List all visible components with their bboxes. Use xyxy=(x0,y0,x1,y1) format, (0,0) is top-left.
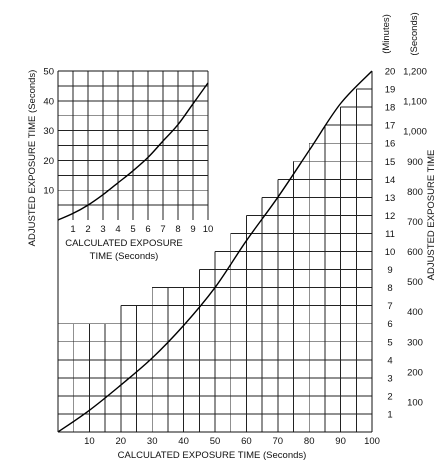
y-seconds-tick-label: 400 xyxy=(407,307,423,318)
tick-labels: 10 20 30 40 50 60 70 80 90 1001234567891011121314… xyxy=(43,67,426,448)
x-axis-label: CALCULATED EXPOSURE TIME (Seconds) xyxy=(118,450,307,461)
y-minutes-tick-label: 10 xyxy=(385,247,396,258)
y-minutes-tick-label: 5 xyxy=(387,337,392,348)
y-seconds-tick-label: 800 xyxy=(407,187,423,198)
y-seconds-tick-label: 1,000 xyxy=(403,127,427,138)
y-seconds-tick-label: 300 xyxy=(407,337,423,348)
inset-x-axis-label-line2: TIME (Seconds) xyxy=(90,251,159,262)
inset-x-tick-label: 9 xyxy=(190,224,195,235)
left-y-axis-label: ADJUSTED EXPOSURE TIME (Seconds) xyxy=(27,70,38,247)
y-minutes-tick-label: 7 xyxy=(387,301,392,312)
x-tick-label: 30 xyxy=(147,436,158,447)
x-tick-label: 50 xyxy=(210,436,221,447)
x-tick-label: 20 xyxy=(116,436,127,447)
inset-y-tick-label: 50 xyxy=(43,67,54,78)
inset-x-tick-label: 10 xyxy=(203,224,214,235)
y-seconds-tick-label: 100 xyxy=(407,397,423,408)
inset-x-tick-label: 8 xyxy=(175,224,180,235)
grid-layer xyxy=(58,71,372,432)
y-minutes-tick-label: 17 xyxy=(385,121,396,132)
y-seconds-tick-label: 1,200 xyxy=(403,67,427,78)
seconds-header: (Seconds) xyxy=(409,12,420,55)
y-seconds-tick-label: 900 xyxy=(407,157,423,168)
y-minutes-tick-label: 3 xyxy=(387,373,392,384)
y-minutes-tick-label: 12 xyxy=(385,211,396,222)
y-minutes-tick-label: 6 xyxy=(387,319,392,330)
y-minutes-tick-label: 8 xyxy=(387,283,392,294)
inset-x-tick-label: 6 xyxy=(145,224,150,235)
inset-x-tick-label: 4 xyxy=(115,224,120,235)
x-tick-label: 80 xyxy=(304,436,315,447)
right-y-axis-label: ADJUSTED EXPOSURE TIME xyxy=(426,150,437,281)
y-seconds-tick-label: 1,100 xyxy=(403,97,427,108)
y-seconds-tick-label: 600 xyxy=(407,247,423,258)
frame-layer xyxy=(57,70,373,433)
x-tick-label: 90 xyxy=(335,436,346,447)
y-minutes-tick-label: 14 xyxy=(385,175,396,186)
y-minutes-tick-label: 2 xyxy=(387,391,392,402)
inset-x-tick-label: 7 xyxy=(160,224,165,235)
inset-y-tick-label: 20 xyxy=(43,156,54,167)
y-minutes-tick-label: 18 xyxy=(385,103,396,114)
x-tick-label: 40 xyxy=(178,436,189,447)
x-tick-label: 100 xyxy=(364,436,380,447)
x-tick-label: 10 xyxy=(84,436,95,447)
inset-y-tick-label: 10 xyxy=(43,186,54,197)
y-minutes-tick-label: 4 xyxy=(387,355,392,366)
minutes-header: (Minutes) xyxy=(381,14,392,54)
y-seconds-tick-label: 700 xyxy=(407,217,423,228)
x-tick-label: 70 xyxy=(273,436,284,447)
x-tick-label: 60 xyxy=(241,436,252,447)
inset-x-axis-label-line1: CALCULATED EXPOSURE xyxy=(65,238,183,249)
y-minutes-tick-label: 16 xyxy=(385,139,396,150)
inset-x-tick-label: 2 xyxy=(85,224,90,235)
y-minutes-tick-label: 20 xyxy=(385,67,396,78)
y-minutes-tick-label: 1 xyxy=(387,409,392,420)
inset-y-tick-label: 40 xyxy=(43,96,54,107)
inset-curve xyxy=(57,82,209,221)
y-seconds-tick-label: 500 xyxy=(407,277,423,288)
y-minutes-tick-label: 13 xyxy=(385,193,396,204)
main-curve xyxy=(57,70,373,433)
y-minutes-tick-label: 19 xyxy=(385,85,396,96)
y-seconds-tick-label: 200 xyxy=(407,367,423,378)
y-minutes-tick-label: 9 xyxy=(387,265,392,276)
y-minutes-tick-label: 15 xyxy=(385,157,396,168)
inset-x-tick-label: 3 xyxy=(100,224,105,235)
curve-layer xyxy=(57,70,373,433)
y-minutes-tick-label: 11 xyxy=(385,229,395,240)
inset-y-tick-label: 30 xyxy=(43,126,54,137)
inset-x-tick-label: 1 xyxy=(70,224,75,235)
inset-x-tick-label: 5 xyxy=(130,224,135,235)
